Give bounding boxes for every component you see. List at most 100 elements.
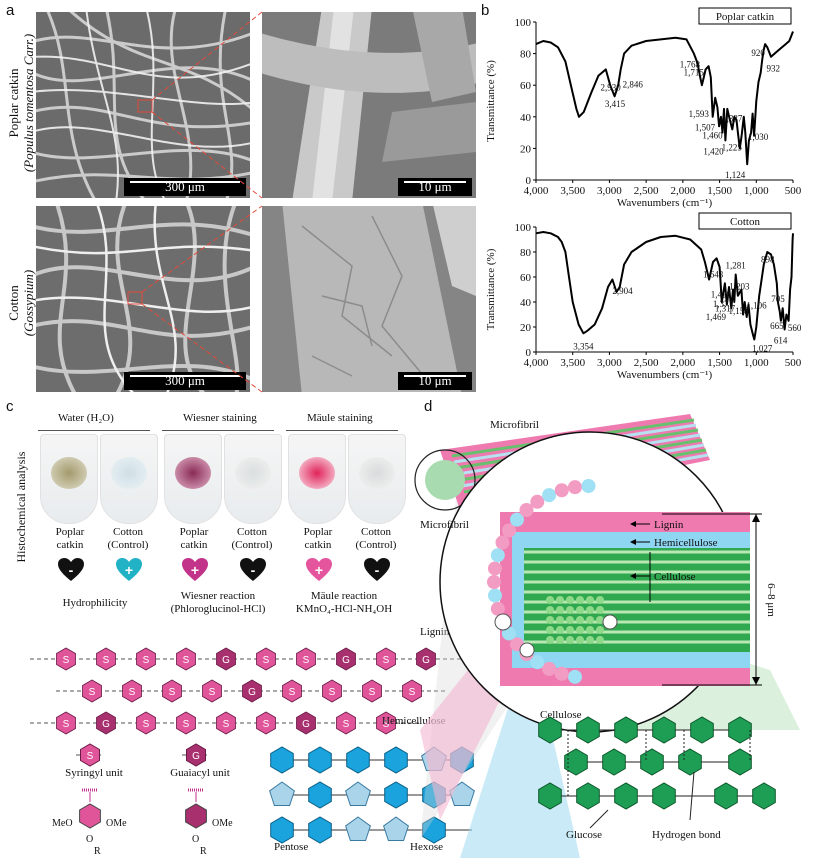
fibril-bead — [519, 502, 534, 517]
pentose-unit — [345, 781, 371, 806]
heart-sign: - — [374, 562, 380, 578]
y-tick-label: 40 — [520, 297, 532, 309]
syringyl-unit — [176, 711, 196, 735]
heart-sign: - — [68, 562, 74, 578]
x-tick-label: 500 — [785, 357, 802, 369]
y-tick-label: 60 — [520, 80, 532, 92]
hexose-unit — [384, 746, 408, 774]
tube-wiesner-poplar — [164, 434, 222, 524]
pentose-unit — [383, 816, 409, 841]
caption-wiesner: Wiesner reaction (Phloroglucinol-HCl) — [170, 590, 266, 615]
fibril-bead — [542, 488, 557, 503]
x-tick-label: 3,000 — [597, 185, 622, 197]
ftir-chart-poplar: 0 20 40 60 80 100 4,000 3,500 3,000 2,500 2,000 1,5… — [485, 7, 802, 209]
hexose-unit — [384, 781, 408, 809]
syringyl-unit — [56, 647, 76, 671]
glucose-unit — [752, 782, 776, 810]
heart-sign: + — [314, 562, 324, 578]
fibril-bead — [567, 669, 582, 684]
syringyl-unit — [322, 679, 342, 703]
lignin-unit-letter: S — [169, 687, 176, 698]
cellulose-bead — [546, 626, 554, 634]
fibril-bead — [510, 512, 525, 527]
peak-label: 705 — [771, 294, 785, 304]
fibril-end-circle — [414, 449, 476, 511]
methoxy-label: OMe — [106, 818, 127, 829]
x-tick-label: 4,000 — [524, 357, 549, 369]
hbond-pointer — [689, 771, 695, 821]
peak-label: 614 — [774, 336, 788, 346]
peak-label: 1,158 — [729, 306, 750, 316]
oxygen-label: O — [86, 834, 93, 845]
glucose-unit — [564, 748, 588, 776]
x-tick-label: 1,000 — [744, 357, 769, 369]
x-tick-label: 2,500 — [634, 185, 659, 197]
peak-label: 1,469 — [706, 312, 727, 322]
fibril-bead — [530, 494, 545, 509]
glucose-unit — [576, 716, 600, 744]
lignin-pick-circle — [494, 613, 512, 631]
lignin-unit-letter: S — [183, 655, 190, 666]
lignin-unit-letter: G — [302, 719, 310, 730]
cellulose-bead — [586, 636, 594, 644]
scale-bar-10um-a2: 10 μm — [398, 178, 472, 196]
peak-label: 1,327 — [722, 113, 743, 123]
peak-label: 1,124 — [725, 170, 746, 180]
pentose-label: Pentose — [274, 841, 308, 853]
syringyl-unit — [82, 679, 102, 703]
lignin-unit-letter: S — [369, 687, 376, 698]
cellulose-bead — [566, 606, 574, 614]
sem-cotton-high: 10 μm — [262, 206, 476, 392]
cellulose-bead — [566, 636, 574, 644]
hexose-unit — [308, 816, 332, 844]
lignin-unit-letter: S — [209, 687, 216, 698]
pentose-unit — [269, 781, 295, 806]
legend-box — [698, 212, 792, 230]
cellulose-bead — [566, 616, 574, 624]
lignin-unit-letter: S — [143, 655, 150, 666]
cellulose-bead — [546, 636, 554, 644]
y-tick-label: 80 — [520, 247, 532, 259]
cellulose-bead — [596, 606, 604, 614]
glucose-unit — [614, 716, 638, 744]
panel-label-d: d — [424, 398, 433, 415]
sample-label-cotton-2: Cotton (Control) — [231, 526, 273, 551]
hemicellulose-pick-circle — [519, 642, 535, 658]
sem-poplar-high: 10 μm — [262, 12, 476, 198]
syringyl-unit — [336, 711, 356, 735]
panel-label-b: b — [481, 2, 490, 19]
x-tick-label: 1,500 — [707, 357, 732, 369]
group-wiesner-title: Wiesner staining — [183, 412, 257, 424]
cellulose-bead — [596, 626, 604, 634]
lignin-unit-letter: G — [342, 655, 350, 666]
caption-hydrophilicity: Hydrophilicity — [62, 597, 128, 609]
heart-sign: - — [250, 562, 256, 578]
x-axis-title: Wavenumbers (cm⁻¹) — [617, 369, 713, 381]
syringyl-unit — [376, 711, 396, 735]
pentose-unit — [345, 816, 371, 841]
guaiacyl-unit-label: Guaiacyl unit — [170, 767, 230, 779]
peak-label: 3,415 — [605, 99, 626, 109]
y-tick-label: 40 — [520, 112, 532, 124]
syringyl-unit — [256, 647, 276, 671]
peak-label: 1,281 — [726, 261, 746, 271]
fibril-bead — [581, 479, 596, 494]
scale-bar-10um-a4: 10 μm — [398, 372, 472, 390]
y-tick-label: 100 — [515, 17, 532, 29]
syringyl-unit — [136, 647, 156, 671]
peak-label: 1,507 — [695, 122, 716, 132]
fibril-bead — [567, 480, 582, 495]
r-group-label: R — [94, 846, 101, 857]
peak-label: 1,030 — [748, 132, 769, 142]
sample-label-cotton-1: Cotton (Control) — [107, 526, 149, 551]
fibril-bead — [530, 655, 545, 670]
label-arrowhead — [630, 521, 636, 527]
ftir-chart-cotton: 0 20 40 60 80 100 4,000 3,500 3,000 2,500 2,000 1,5… — [485, 212, 802, 381]
legend-text: Cotton — [730, 216, 760, 228]
peak-label: 1,106 — [746, 301, 767, 311]
cellulose-bead — [556, 606, 564, 614]
cellulose-bead — [556, 616, 564, 624]
cellulose-label: Cellulose — [654, 571, 696, 583]
glucose-unit — [714, 782, 738, 810]
hydrogen-bond-label: Hydrogen bond — [652, 829, 721, 841]
